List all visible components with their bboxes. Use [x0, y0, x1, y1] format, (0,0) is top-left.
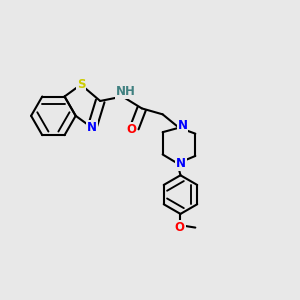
Text: NH: NH: [116, 85, 136, 98]
Text: N: N: [178, 119, 188, 132]
Text: N: N: [176, 157, 186, 170]
Text: S: S: [76, 78, 85, 91]
Text: O: O: [175, 221, 185, 234]
Text: N: N: [87, 121, 97, 134]
Text: O: O: [126, 123, 136, 136]
